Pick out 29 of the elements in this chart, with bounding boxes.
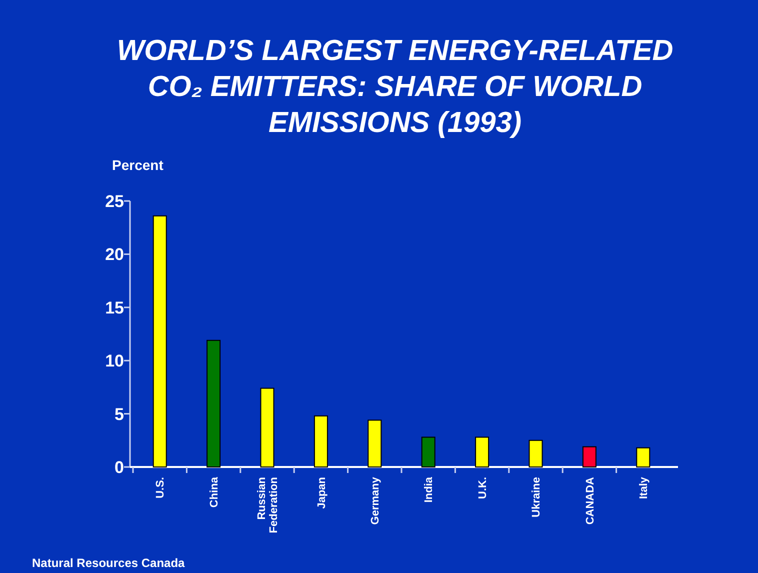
bar [368,420,382,468]
y-axis-title: Percent [112,157,164,173]
x-tick-label: U.S. [154,477,167,498]
y-tick-label: 15 [105,298,124,318]
bar [582,446,596,468]
y-tick-label: 10 [105,352,124,371]
bar [260,388,274,468]
bar [475,436,490,468]
chart-title: WORLD’S LARGEST ENERGY-RELATED CO₂ EMITTERS: SHARE OF WORLD EMISSIONS (1993) [116,35,674,139]
x-tick-label: Ukraine [530,477,543,518]
y-tick-label: 0 [114,458,124,477]
x-tick-label: U.K. [476,477,489,499]
bar [421,436,436,468]
x-tick-label: India [423,476,436,503]
bar [636,447,650,468]
x-tick-label: China [208,476,220,508]
x-tick-label: Russian Federation [256,476,280,534]
bar [152,215,167,468]
x-tick-label: Italy [638,476,650,500]
text: Natural Resources Canada [32,556,186,570]
y-tick-label: 25 [105,192,124,211]
x-tick-label: Germany [370,476,382,525]
x-tick-label: Japan [316,476,328,509]
y-tick-label: 20 [105,245,124,264]
bar [206,340,221,468]
bar [528,440,543,468]
y-tick-label: 5 [114,404,124,424]
x-tick-label: CANADA [584,476,596,525]
bar [314,415,328,468]
